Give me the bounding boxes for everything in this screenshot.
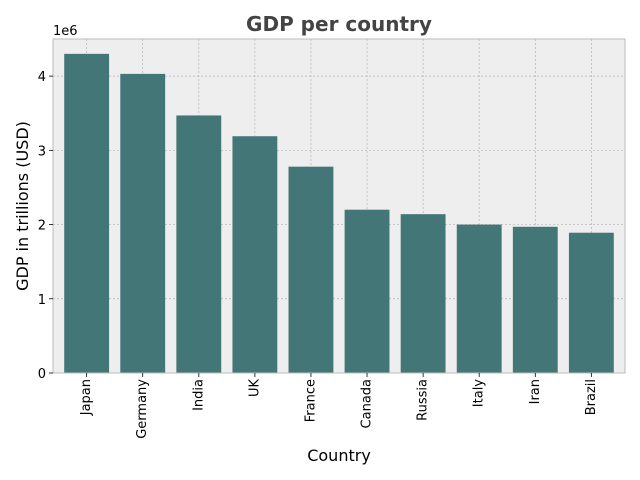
x-tick-label-italy: Italy xyxy=(472,379,487,408)
bar-uk xyxy=(232,136,278,373)
y-tick-label: 0 xyxy=(38,367,46,382)
bar-iran xyxy=(512,226,558,373)
x-tick-label-uk: UK xyxy=(247,379,262,398)
x-tick-label-russia: Russia xyxy=(416,379,431,421)
y-axis-ticks: 0 1 2 3 4 xyxy=(38,70,53,382)
bar-canada xyxy=(344,209,390,373)
x-axis-label: Country xyxy=(307,446,371,465)
chart-title: GDP per country xyxy=(246,12,432,36)
x-tick-label-france: France xyxy=(303,379,318,422)
bar-russia xyxy=(400,214,446,373)
bar-brazil xyxy=(568,232,614,373)
x-tick-label-india: India xyxy=(191,379,206,411)
y-tick-label: 2 xyxy=(38,219,46,234)
bar-japan xyxy=(64,53,110,373)
y-tick-label: 4 xyxy=(38,70,46,85)
y-tick-label: 1 xyxy=(38,293,46,308)
x-tick-label-germany: Germany xyxy=(135,379,150,439)
x-axis-ticks: Japan Germany India UK France Canada Russia Ita… xyxy=(79,373,599,439)
x-tick-label-japan: Japan xyxy=(79,379,94,416)
y-axis-label: GDP in trillions (USD) xyxy=(13,121,32,291)
plot-frame xyxy=(52,38,626,374)
x-tick-label-iran: Iran xyxy=(528,379,543,404)
bar-italy xyxy=(456,224,502,373)
bar-germany xyxy=(120,73,166,373)
bar-france xyxy=(288,166,334,373)
y-offset-label: 1e6 xyxy=(53,24,78,39)
x-tick-label-canada: Canada xyxy=(360,379,375,428)
x-tick-label-brazil: Brazil xyxy=(584,379,599,415)
bar-india xyxy=(176,115,222,374)
y-tick-label: 3 xyxy=(38,144,46,159)
bars xyxy=(64,53,614,374)
